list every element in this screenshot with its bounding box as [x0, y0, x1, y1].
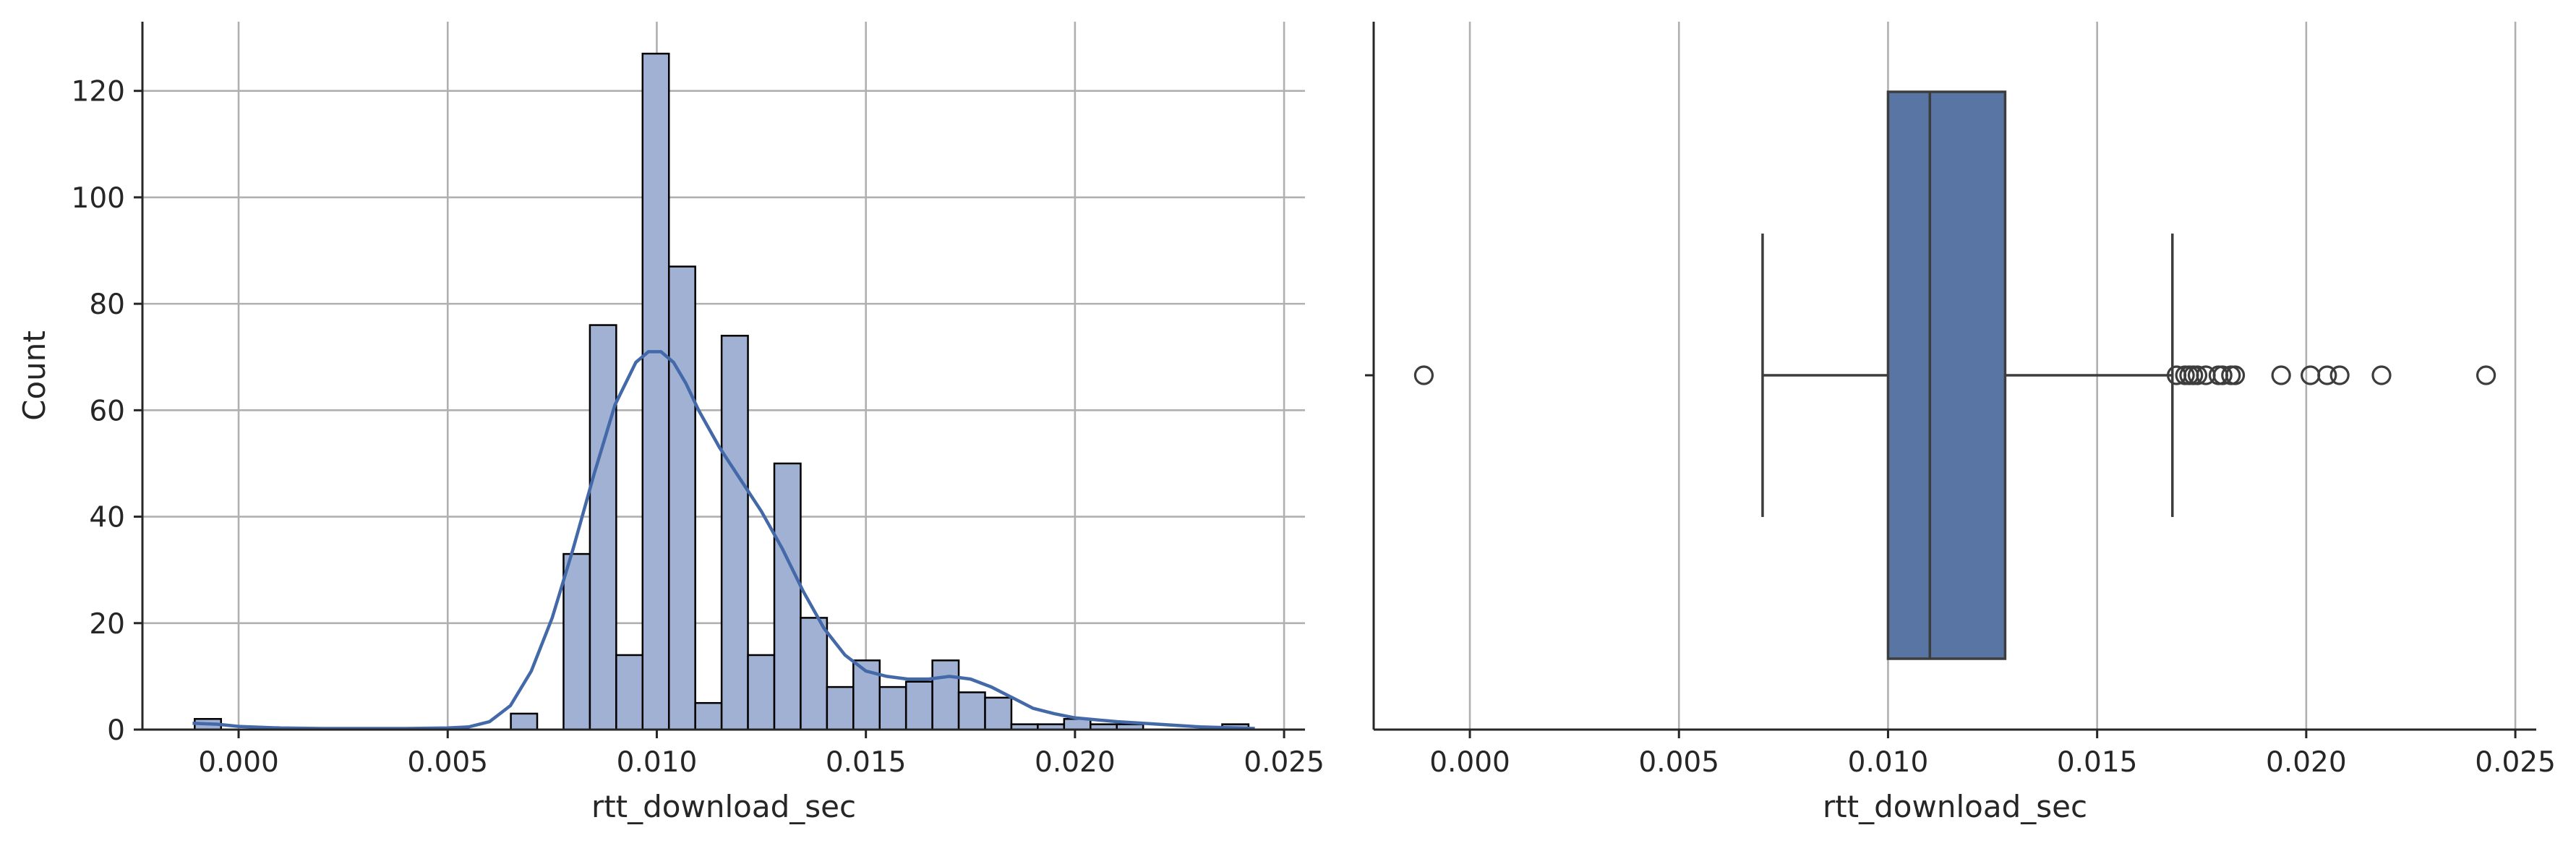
- histogram-bar: [747, 654, 776, 731]
- histogram-bar: [694, 701, 723, 731]
- histogram-y-tick-label: 60: [89, 395, 125, 427]
- histogram-y-tick-label: 120: [72, 76, 125, 108]
- histogram-bar: [800, 617, 829, 731]
- histogram-x-tick-label: 0.005: [407, 746, 488, 779]
- boxplot-marks: [1413, 90, 2496, 660]
- outlier-point: [2187, 365, 2208, 385]
- histogram-bar: [826, 685, 855, 731]
- boxplot-x-tick-label: 0.015: [2057, 746, 2138, 779]
- outlier-point: [2225, 365, 2246, 385]
- histogram-y-tick-label: 40: [89, 502, 125, 534]
- boxplot-x-tick-label: 0.020: [2266, 746, 2347, 779]
- kde-curve: [192, 350, 1255, 730]
- outlier-point: [1413, 365, 1434, 385]
- boxplot-x-ticks: 0.000 0.005 0.010 0.015 0.020 0.025: [1429, 730, 2556, 779]
- boxplot-x-axis-label: rtt_download_sec: [1823, 789, 2087, 824]
- outlier-point: [2212, 365, 2233, 385]
- histogram-bar: [878, 685, 907, 731]
- histogram-y-ticks: 0 20 40 60 80 100 120: [72, 76, 142, 747]
- histogram-x-tick-label: 0.020: [1035, 746, 1116, 779]
- histogram-bar: [667, 265, 696, 731]
- boxplot-x-tick-label: 0.000: [1429, 746, 1510, 779]
- histogram-y-axis-label: Count: [17, 330, 52, 421]
- outlier-point: [2371, 365, 2392, 385]
- boxplot-x-tick-label: 0.005: [1638, 746, 1719, 779]
- histogram-x-tick-label: 0.015: [826, 746, 907, 779]
- histogram-bar: [589, 324, 617, 731]
- outlier-point: [2317, 365, 2337, 385]
- histogram-bar: [562, 552, 591, 731]
- histogram-bar: [984, 696, 1013, 731]
- histogram-x-tick-label: 0.010: [617, 746, 698, 779]
- histogram-y-tick-label: 0: [107, 714, 125, 747]
- histogram-bar: [510, 712, 539, 731]
- boxplot-panel: 0.000 0.005 0.010 0.015 0.020 0.025 rtt_downl…: [1365, 22, 2556, 824]
- histogram-x-axis-label: rtt_download_sec: [591, 789, 856, 824]
- histogram-bar: [773, 462, 802, 731]
- histogram-y-tick-label: 100: [72, 182, 125, 215]
- histogram-x-ticks: 0.000 0.005 0.010 0.015 0.020 0.025: [198, 730, 1325, 779]
- histogram-x-tick-label: 0.000: [198, 746, 279, 779]
- boxplot-x-tick-label: 0.025: [2475, 746, 2556, 779]
- outlier-point: [2271, 365, 2291, 385]
- outlier-point: [2476, 365, 2496, 385]
- iqr-box: [1886, 90, 2007, 660]
- boxplot-x-tick-label: 0.010: [1848, 746, 1929, 779]
- histogram-bar: [957, 691, 986, 731]
- histogram-y-tick-label: 80: [89, 289, 125, 321]
- histogram-bar: [931, 659, 960, 731]
- histogram-bar: [615, 654, 644, 731]
- histogram-x-tick-label: 0.025: [1244, 746, 1325, 779]
- histogram-y-tick-label: 20: [89, 608, 125, 641]
- histogram-bars: [194, 52, 1250, 731]
- histogram-panel: 0.000 0.005 0.010 0.015 0.020 0.025 0 20 40 60 80…: [17, 22, 1325, 824]
- histogram-bar: [720, 335, 749, 731]
- outlier-point: [2329, 365, 2350, 385]
- histogram-bar: [904, 680, 933, 731]
- histogram-bar: [641, 52, 670, 731]
